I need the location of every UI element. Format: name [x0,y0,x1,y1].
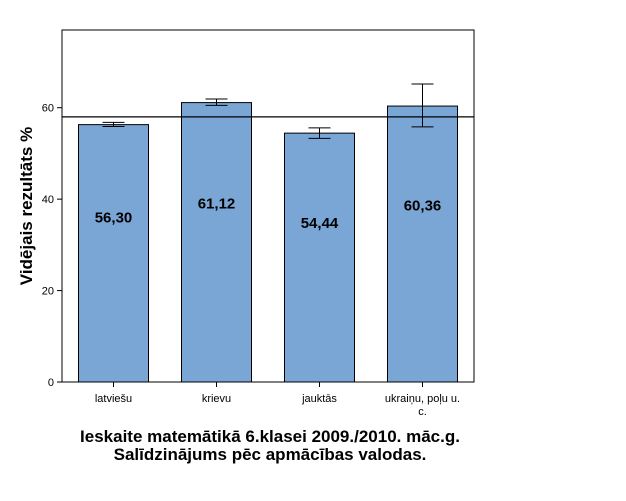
y-tick-label: 20 [42,286,54,298]
data-label: 60,36 [404,198,442,215]
x-axis-title: Ieskaite matemātikā 6.klasei 2009./2010.… [80,427,460,464]
x-tick-label: krievu [202,393,231,405]
y-tick-label: 0 [48,377,54,389]
y-tick-label: 60 [42,103,54,115]
data-labels-group: 56,30 61,12 54,44 60,36 [95,195,442,232]
error-bars-group [102,83,434,139]
x-axis-labels: latviešu krievu jauktās ukraiņu, poļu u. c. [95,382,460,418]
y-axis-label: Vidējais rezultāts % [17,127,36,285]
y-axis-ticks: 0 20 40 60 [42,103,62,389]
x-tick-label: jauktās [301,393,337,405]
bar-3 [387,105,458,383]
bar-2 [284,132,355,383]
bar-0 [78,124,149,383]
bar-1 [181,102,252,383]
data-label: 56,30 [95,210,133,227]
y-tick-label: 40 [42,194,54,206]
x-tick-label: latviešu [95,393,132,405]
data-label: 54,44 [301,215,339,232]
x-tick-label: ukraiņu, poļu u. c. [385,393,460,418]
data-label: 61,12 [198,195,236,212]
